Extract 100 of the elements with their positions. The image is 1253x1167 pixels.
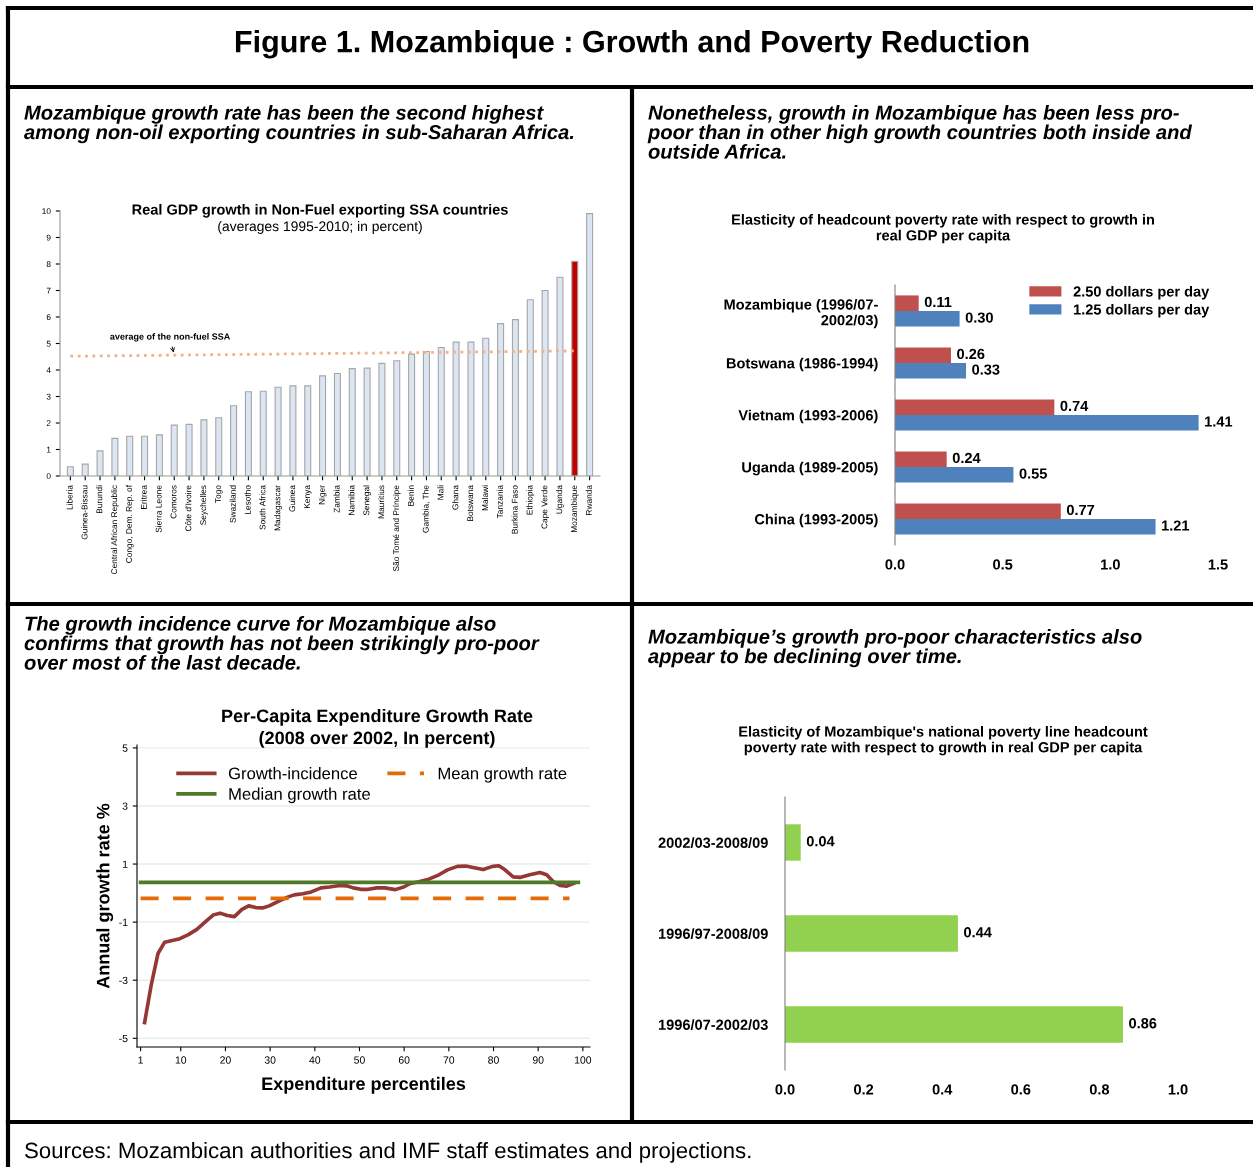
y-tick-label: -5 (119, 1034, 128, 1043)
data-label: 0.24 (952, 452, 981, 464)
bar (895, 295, 919, 311)
bar (586, 213, 594, 476)
y-tick-label: 10 (42, 208, 51, 215)
x-tick-label: 1 (138, 1056, 143, 1064)
y-tick-label: -3 (119, 976, 128, 985)
x-tick-label: Uganda (556, 485, 564, 514)
data-label: 0.86 (1129, 1018, 1157, 1029)
x-tick-label: South Africa (259, 485, 266, 530)
y-tick-label: 0 (46, 473, 51, 480)
bar (200, 419, 208, 476)
x-tick-label: Niger (318, 485, 327, 505)
bar (319, 375, 327, 476)
data-label: 0.77 (1066, 504, 1095, 516)
x-tick-label: 1.0 (1168, 1084, 1188, 1095)
y-tick-label: 1 (46, 446, 51, 453)
x-tick-label: 0.0 (775, 1084, 795, 1095)
x-tick-label: Tanzania (496, 485, 503, 519)
x-tick-label: 0.0 (885, 559, 905, 570)
legend-label: Median growth rate (229, 787, 370, 804)
x-tick-label: 40 (309, 1056, 321, 1064)
x-tick-label: Mali (437, 485, 444, 500)
bar (526, 299, 534, 476)
y-tick-label: 2 (46, 420, 51, 427)
bar (66, 466, 74, 476)
y-axis-title: Annual growth rate % (96, 803, 114, 989)
bar (170, 424, 178, 476)
bar (895, 363, 967, 379)
y-tick-label: Mozambique (1996/07- 2002/03) (724, 298, 878, 329)
bar (185, 423, 193, 476)
legend-label: 1.25 dollars per day (1074, 303, 1210, 318)
bar (230, 405, 238, 476)
bar (511, 319, 519, 476)
bar (348, 368, 356, 476)
text: The growth incidence curve for Mozambique also confirms that growth has not been strikingly pro-poor over most of the last decade. (24, 616, 540, 670)
bar (422, 350, 430, 476)
bar (571, 260, 579, 476)
x-tick-label: Lesotho (244, 485, 251, 514)
bar (408, 353, 416, 476)
bar (378, 362, 386, 476)
y-tick-label: 7 (46, 287, 51, 294)
bar (259, 390, 267, 476)
bar (895, 467, 1014, 483)
bar (785, 915, 958, 952)
x-tick-label: 20 (220, 1056, 231, 1064)
data-label: 1.21 (1162, 520, 1190, 531)
x-tick-label: Burkina Faso (511, 485, 518, 534)
data-label: 0.30 (965, 312, 993, 323)
x-tick-label: Malawi (481, 485, 489, 511)
x-tick-label: 50 (354, 1056, 365, 1064)
x-tick-label: Mauritius (378, 485, 385, 519)
x-tick-label: Swaziland (229, 485, 236, 523)
bar (289, 385, 297, 476)
y-tick-label: 4 (46, 367, 51, 374)
caption: Figure 1. Mozambique : Growth and Poverty Reduction (235, 30, 1029, 59)
y-tick-label: 6 (46, 314, 51, 321)
y-tick-label: Vietnam (1993-2006) (738, 409, 878, 424)
text: Mozambique’s growth pro-poor characteristics also appear to be declining over time. (648, 629, 1142, 668)
x-tick-label: Togo (215, 485, 223, 503)
text: (averages 1995-2010; in percent) (218, 221, 422, 234)
x-tick-label: Namibia (348, 485, 355, 515)
y-tick-label: 3 (46, 393, 51, 400)
x-tick-label: 0.4 (932, 1084, 953, 1095)
x-tick-label: 0.5 (993, 559, 1013, 570)
bar (541, 289, 549, 476)
chart-title: Elasticity of Mozambique's national poverty line headcount poverty rate with respect to growth in real GDP per capita (739, 726, 1148, 756)
y-tick-label: 1996/07-2002/03 (658, 1019, 768, 1031)
bar (895, 451, 947, 467)
bar (81, 463, 89, 476)
bar (244, 391, 252, 476)
data-label: 0.26 (957, 348, 985, 360)
x-tick-label: Madagascar (274, 485, 282, 531)
bar (895, 503, 1061, 519)
x-tick-label: Guinea (289, 485, 296, 512)
bar (215, 417, 223, 476)
x-tick-label: 0.6 (1011, 1084, 1031, 1095)
x-tick-label: Mozambique (570, 485, 579, 533)
chart-subtitle: (2008 over 2002, In percent) (259, 731, 495, 748)
bar (556, 276, 564, 476)
x-tick-label: Kenya (304, 485, 312, 508)
x-tick-label: Comoros (170, 485, 177, 519)
y-tick-label: 3 (122, 802, 128, 810)
legend-label: 2.50 dollars per day (1073, 285, 1210, 300)
bar (785, 1006, 1123, 1043)
y-tick-label: 9 (46, 234, 51, 241)
x-tick-label: Burundi (96, 485, 103, 514)
data-label: 0.33 (972, 364, 1000, 375)
data-label: 0.11 (924, 296, 952, 308)
chart-title: Elasticity of headcount poverty rate with respect to growth in real GDP per capita (732, 214, 1155, 244)
x-tick-label: Gambia, The (422, 485, 430, 533)
bar (363, 367, 371, 476)
legend-label: Mean growth rate (438, 767, 567, 783)
bar (96, 450, 104, 476)
bar (497, 323, 505, 476)
bar (895, 415, 1199, 431)
bar (467, 341, 475, 476)
legend-label: Growth-incidence (228, 767, 357, 780)
x-tick-label: 0.8 (1089, 1084, 1110, 1095)
y-tick-label: 1996/97-2008/09 (658, 928, 768, 940)
